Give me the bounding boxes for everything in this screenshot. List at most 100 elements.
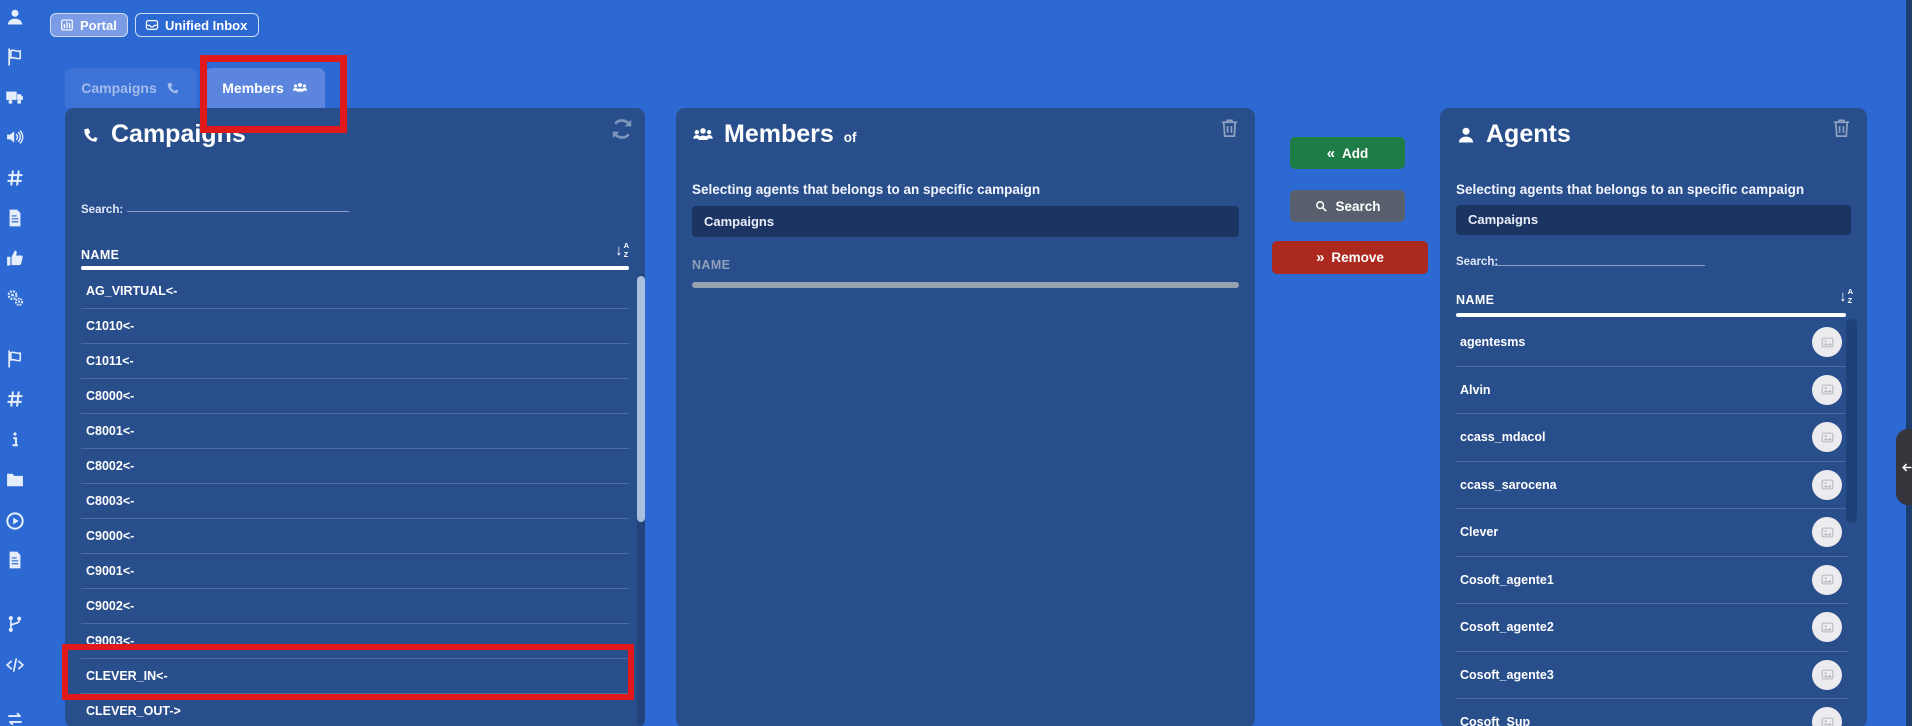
avatar[interactable]	[1812, 707, 1842, 726]
agent-name: Alvin	[1460, 382, 1491, 397]
agent-row[interactable]: Cosoft_agente3	[1456, 652, 1848, 699]
campaign-name: CLEVER_OUT->	[86, 704, 181, 718]
image-icon	[1821, 669, 1833, 680]
browser-scrollbar-track[interactable]	[1906, 0, 1912, 726]
flag-icon[interactable]	[5, 349, 25, 369]
campaign-row[interactable]: CLEVER_IN<-	[81, 659, 629, 694]
campaign-row[interactable]: C9000<-	[81, 519, 629, 554]
campaign-row[interactable]: C8003<-	[81, 484, 629, 519]
info-icon[interactable]	[5, 430, 25, 450]
agents-panel: Agents Selecting agents that belongs to …	[1440, 108, 1867, 726]
campaign-name: C9001<-	[86, 564, 135, 578]
portal-button[interactable]: Portal	[50, 13, 128, 37]
volume-up-icon[interactable]	[5, 127, 25, 147]
campaigns-header-underline	[81, 266, 629, 270]
campaign-row[interactable]: AG_VIRTUAL<-	[81, 274, 629, 309]
users-icon	[292, 80, 308, 96]
members-name-header: NAME	[692, 258, 731, 272]
campaign-row[interactable]: C9002<-	[81, 589, 629, 624]
image-icon	[1821, 337, 1833, 348]
campaigns-search-input[interactable]	[127, 188, 349, 212]
agents-name-header: NAME	[1456, 293, 1495, 307]
campaigns-panel-title: Campaigns	[81, 120, 246, 149]
members-campaign-select[interactable]: Campaigns	[692, 206, 1239, 237]
agent-row[interactable]: Cosoft_agente1	[1456, 557, 1848, 604]
agent-row[interactable]: Cosoft_Sup	[1456, 699, 1848, 726]
image-icon	[1821, 432, 1833, 443]
add-button[interactable]: « Add	[1290, 137, 1405, 169]
avatar[interactable]	[1812, 612, 1842, 643]
campaign-row[interactable]: CLEVER_OUT->	[81, 694, 629, 726]
avatar[interactable]	[1812, 469, 1842, 500]
truck-icon[interactable]	[5, 87, 25, 107]
exchange-icon[interactable]	[5, 709, 25, 726]
refresh-icon[interactable]	[609, 116, 635, 142]
agent-row[interactable]: Cosoft_agente2	[1456, 604, 1848, 652]
agent-name: Cosoft_agente3	[1460, 667, 1554, 682]
agent-name: agentesms	[1460, 335, 1526, 350]
phone-icon	[165, 80, 181, 96]
folder-icon[interactable]	[5, 470, 25, 490]
image-icon	[1821, 479, 1833, 490]
code-branch-icon[interactable]	[5, 614, 25, 634]
image-icon	[1821, 574, 1833, 585]
agents-list: agentesms Alvin	[1456, 319, 1848, 726]
campaign-name: C9000<-	[86, 529, 135, 543]
user-icon[interactable]	[5, 7, 25, 27]
members-description: Selecting agents that belongs to an spec…	[692, 182, 1041, 197]
campaign-row[interactable]: C8000<-	[81, 379, 629, 414]
agent-row[interactable]: agentesms	[1456, 319, 1848, 367]
avatar[interactable]	[1812, 659, 1842, 690]
campaign-name: C9003<-	[86, 634, 135, 648]
agents-search-label: Search:	[1456, 256, 1499, 268]
agents-header-underline	[1456, 313, 1846, 317]
campaign-row[interactable]: C9003<-	[81, 624, 629, 659]
campaign-name: CLEVER_IN<-	[86, 669, 168, 683]
campaign-name: AG_VIRTUAL<-	[86, 284, 178, 298]
campaign-row[interactable]: C8002<-	[81, 449, 629, 484]
tab-campaigns[interactable]: Campaigns	[65, 68, 197, 108]
file-icon[interactable]	[5, 208, 25, 228]
tab-campaigns-label: Campaigns	[81, 80, 157, 96]
flag-icon[interactable]	[5, 47, 25, 67]
campaign-row[interactable]: C8001<-	[81, 414, 629, 449]
campaigns-title-text: Campaigns	[111, 120, 246, 148]
play-circle-icon[interactable]	[5, 511, 25, 531]
hashtag-icon[interactable]	[5, 389, 25, 409]
campaign-row[interactable]: C1010<-	[81, 309, 629, 344]
agents-search-input[interactable]	[1492, 242, 1705, 266]
file-icon[interactable]	[5, 550, 25, 570]
avatar[interactable]	[1812, 327, 1842, 358]
campaigns-scrollbar-thumb[interactable]	[637, 276, 645, 522]
agent-row[interactable]: ccass_mdacol	[1456, 414, 1848, 462]
trash-icon[interactable]	[1218, 116, 1241, 139]
agents-campaign-select[interactable]: Campaigns	[1456, 205, 1851, 235]
avatar[interactable]	[1812, 374, 1842, 405]
agent-row[interactable]: Alvin	[1456, 367, 1848, 414]
tab-members[interactable]: Members	[205, 68, 325, 108]
image-icon	[1821, 717, 1833, 726]
campaigns-search-label: Search:	[81, 204, 124, 216]
campaign-row[interactable]: C1011<-	[81, 344, 629, 379]
avatar[interactable]	[1812, 422, 1842, 453]
agent-name: Cosoft_Sup	[1460, 715, 1531, 726]
avatar[interactable]	[1812, 517, 1842, 548]
unified-inbox-button[interactable]: Unified Inbox	[135, 13, 259, 37]
unified-inbox-label: Unified Inbox	[165, 17, 248, 33]
members-title-text: Members	[724, 120, 834, 148]
search-button[interactable]: Search	[1290, 190, 1405, 222]
hashtag-icon[interactable]	[5, 168, 25, 188]
thumbs-up-icon[interactable]	[5, 248, 25, 268]
avatar[interactable]	[1812, 564, 1842, 595]
browser-edge-handle[interactable]	[1896, 429, 1912, 505]
trash-icon[interactable]	[1830, 116, 1853, 139]
agents-scrollbar-thumb[interactable]	[1846, 319, 1857, 523]
agent-row[interactable]: Clever	[1456, 509, 1848, 557]
remove-button[interactable]: » Remove	[1272, 241, 1428, 274]
cogs-icon[interactable]	[5, 288, 25, 308]
campaign-row[interactable]: C9001<-	[81, 554, 629, 589]
code-icon[interactable]	[5, 655, 25, 675]
agent-row[interactable]: ccass_sarocena	[1456, 462, 1848, 509]
